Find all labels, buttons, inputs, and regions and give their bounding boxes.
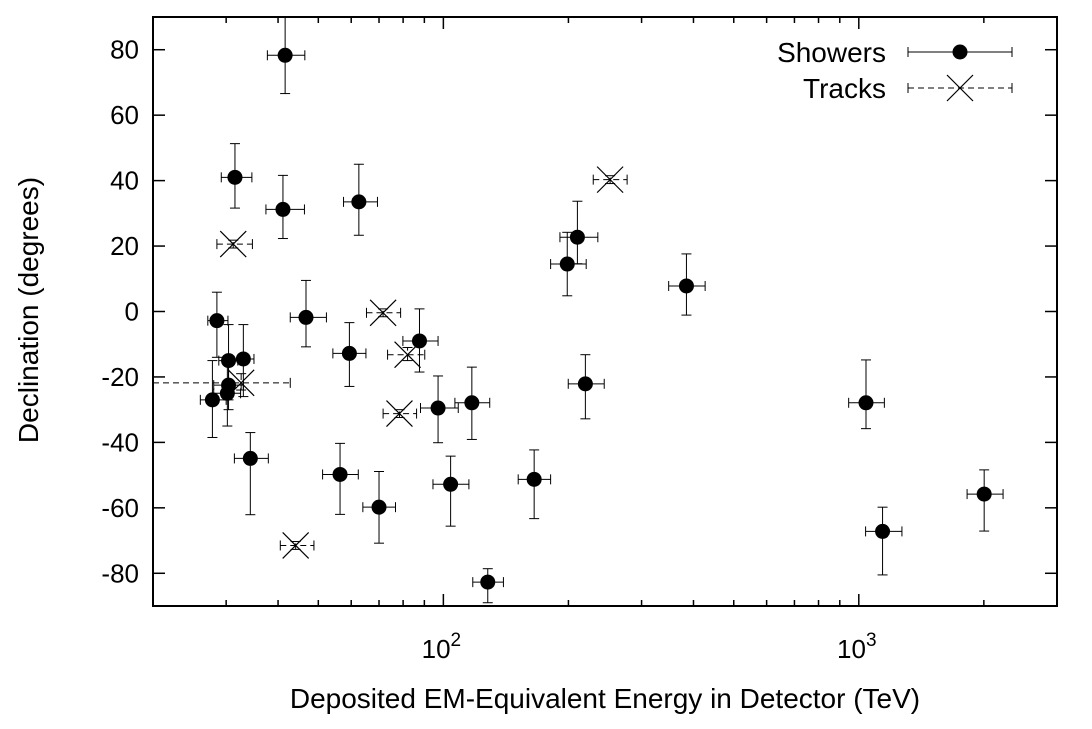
shower-point-marker — [480, 574, 496, 590]
track-point-marker — [394, 341, 421, 369]
shower-point-marker — [559, 256, 575, 272]
shower-point-marker — [221, 353, 237, 369]
cross-stroke — [219, 230, 247, 258]
y-tick-label: -20 — [101, 362, 139, 392]
x-tick-label: 102 — [422, 630, 462, 664]
y-tick-label: 80 — [110, 35, 139, 65]
cross-stroke — [369, 299, 397, 327]
shower-point-marker — [298, 309, 314, 325]
shower-point-marker — [526, 471, 542, 487]
legend-label-showers: Showers — [777, 37, 886, 68]
y-tick-label: 20 — [110, 231, 139, 261]
shower-point-marker — [678, 278, 694, 294]
cross-stroke — [596, 166, 624, 194]
shower-point-marker — [464, 395, 480, 411]
shower-point-marker — [227, 169, 243, 185]
shower-point-marker — [209, 313, 225, 329]
shower-point-marker — [275, 201, 291, 217]
track-point-marker — [219, 230, 247, 258]
axes: 80 60 40 20 0 -20 -40 -60 -80 102 103 — [101, 16, 1058, 664]
error-bars — [152, 16, 1004, 604]
y-axis-label: Declination (degrees) — [13, 177, 44, 443]
track-point-marker — [386, 400, 413, 428]
track-point-marker — [369, 299, 397, 327]
track-point-marker — [282, 532, 310, 559]
cross-stroke — [386, 400, 413, 428]
data-markers — [204, 47, 992, 590]
legend-circle-marker — [952, 44, 968, 60]
cross-stroke — [394, 341, 421, 369]
x-tick-label: 103 — [837, 630, 877, 664]
track-point-marker — [227, 369, 255, 397]
shower-point-marker — [341, 345, 357, 361]
legend: Showers Tracks — [777, 37, 1013, 104]
shower-point-marker — [443, 476, 459, 492]
cross-stroke — [946, 74, 974, 102]
shower-point-marker — [235, 351, 251, 367]
shower-point-marker — [858, 395, 874, 411]
y-tick-label: -80 — [101, 558, 139, 588]
shower-point-marker — [277, 47, 293, 63]
plot-frame — [152, 16, 1058, 607]
cross-stroke — [227, 369, 255, 397]
shower-point-marker — [219, 385, 235, 401]
shower-point-marker — [430, 400, 446, 416]
shower-point-marker — [242, 450, 258, 466]
shower-point-marker — [204, 392, 220, 408]
y-tick-label: 40 — [110, 166, 139, 196]
y-tick-label: 0 — [125, 297, 139, 327]
legend-cross-marker — [946, 74, 974, 102]
shower-point-marker — [351, 194, 367, 210]
y-tick-label: -60 — [101, 493, 139, 523]
x-axis-label: Deposited EM-Equivalent Energy in Detect… — [290, 683, 920, 714]
legend-label-tracks: Tracks — [803, 73, 886, 104]
track-point-marker — [596, 166, 624, 194]
shower-point-marker — [569, 229, 585, 245]
shower-point-marker — [371, 499, 387, 515]
shower-point-marker — [875, 523, 891, 539]
shower-point-marker — [577, 376, 593, 392]
shower-point-marker — [976, 486, 992, 502]
shower-point-marker — [411, 333, 427, 349]
y-tick-label: -40 — [101, 427, 139, 457]
shower-point-marker — [332, 466, 348, 482]
y-tick-label: 60 — [110, 100, 139, 130]
cross-stroke — [282, 532, 310, 559]
